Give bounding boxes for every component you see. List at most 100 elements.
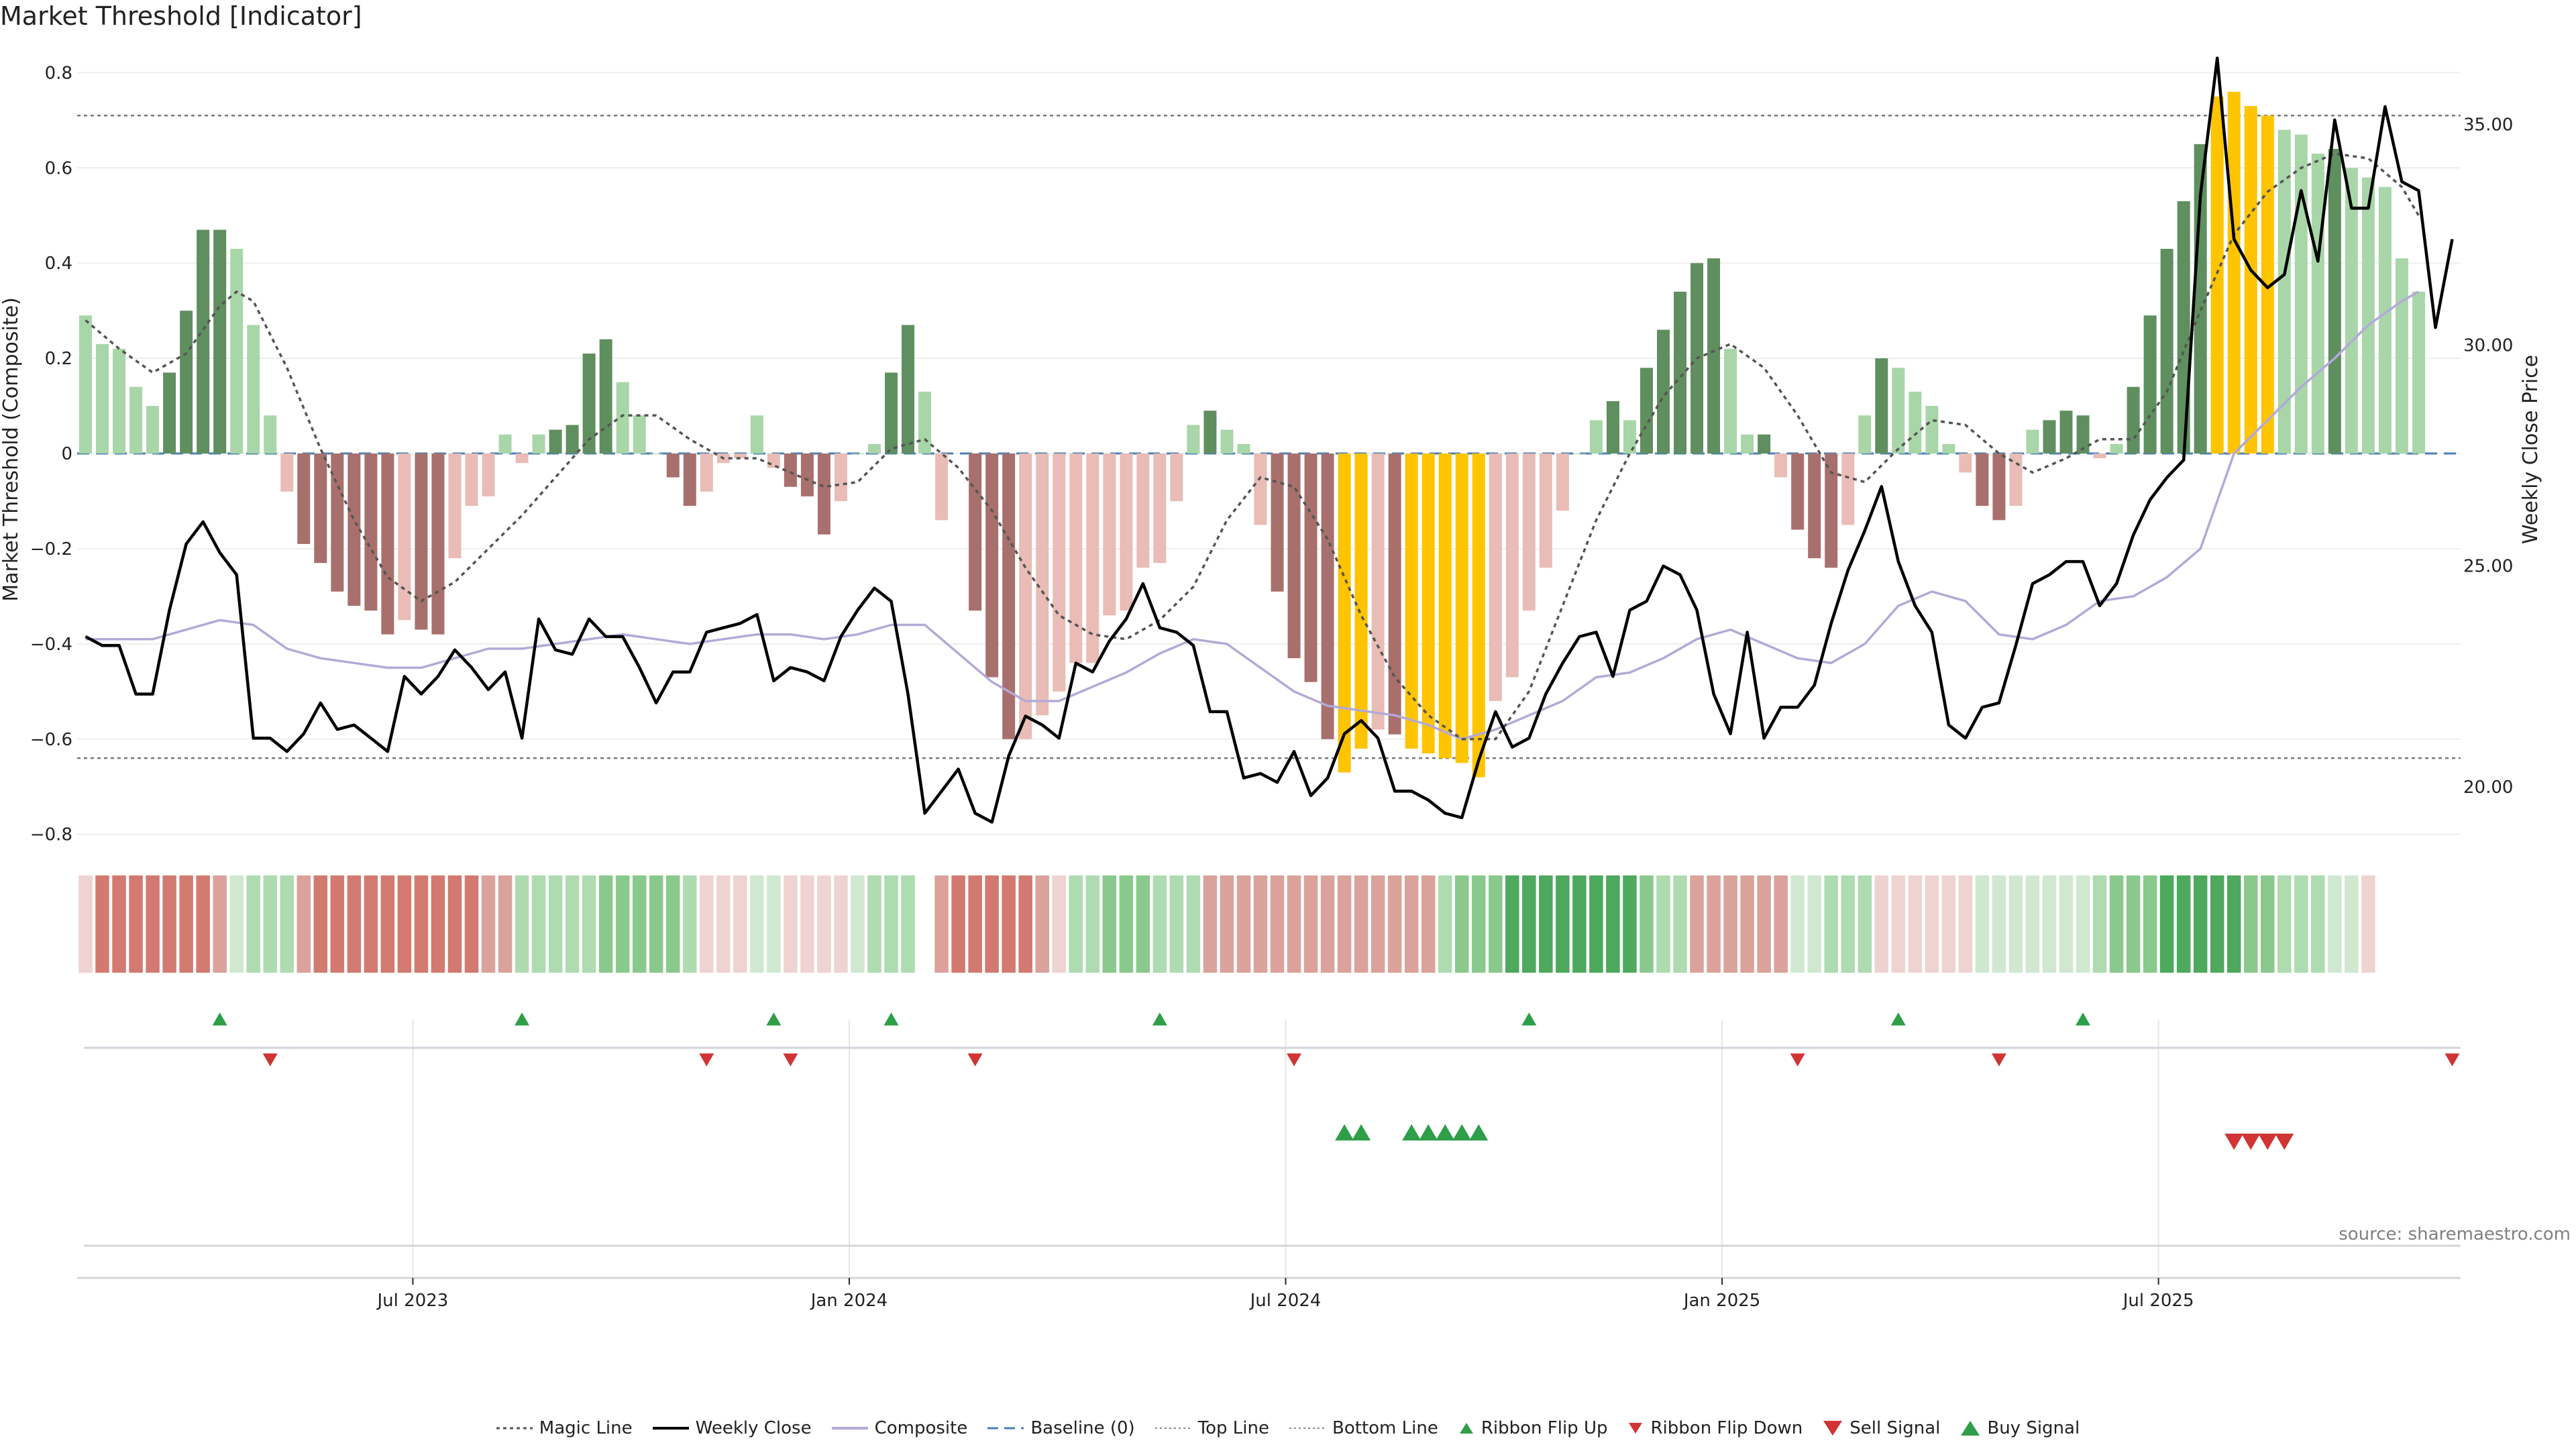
- composite-bar: [213, 229, 227, 454]
- ribbon-strip: [78, 875, 2375, 973]
- composite-bar: [2277, 129, 2291, 454]
- ribbon-cell: [884, 875, 898, 973]
- composite-bar: [867, 443, 881, 454]
- ribbon-flip-up-marker: [1152, 1012, 1167, 1026]
- composite-bar: [902, 325, 915, 454]
- buy-signal-marker: [1402, 1124, 1421, 1141]
- ribbon-cell: [1035, 875, 1049, 973]
- ribbon-cell: [129, 875, 143, 973]
- legend-item: Baseline (0): [987, 1418, 1135, 1438]
- ribbon-cell: [1354, 875, 1368, 973]
- ribbon-cell: [1102, 875, 1117, 973]
- x-tick-label: Jul 2024: [1249, 1291, 1322, 1311]
- composite-bar: [633, 415, 646, 454]
- composite-bar: [1405, 453, 1418, 749]
- ribbon-cell: [1337, 875, 1352, 973]
- composite-bar: [851, 453, 864, 455]
- ribbon-cell: [515, 875, 529, 973]
- composite-bar: [2361, 177, 2375, 454]
- composite-bar: [1825, 453, 1838, 568]
- ribbon-cell: [1640, 875, 1654, 973]
- composite-bar: [1455, 453, 1468, 763]
- composite-bar: [1674, 291, 1687, 454]
- legend-label: Buy Signal: [1987, 1418, 2080, 1438]
- ribbon-cell: [1472, 875, 1486, 973]
- ribbon-cell: [1387, 875, 1402, 973]
- sell-signal-marker: [2275, 1133, 2294, 1150]
- y-axis-label: Market Threshold (Composite): [0, 297, 23, 602]
- composite-bar: [1959, 453, 1972, 473]
- ribbon-cell: [665, 875, 680, 973]
- composite-bar: [1338, 453, 1351, 773]
- composite-bar: [398, 453, 411, 621]
- composite-bar: [1120, 453, 1133, 611]
- ribbon-cell: [464, 875, 479, 973]
- ribbon-cell: [1908, 875, 1923, 973]
- ribbon-flip-up-marker: [883, 1012, 899, 1026]
- composite-bar: [1640, 368, 1653, 454]
- ribbon-cell: [179, 875, 193, 973]
- reference-lines: [77, 114, 2461, 759]
- y-tick-label: 0.6: [45, 158, 72, 178]
- ribbon-cell: [229, 875, 244, 973]
- ribbon-cell: [1992, 875, 2006, 973]
- composite-bar: [969, 453, 982, 611]
- ribbon-cell: [1807, 875, 1821, 973]
- composite-bar: [2009, 453, 2023, 506]
- ribbon-cell: [716, 875, 731, 973]
- ribbon-flip-down-marker: [1790, 1053, 1805, 1067]
- composite-bar: [566, 425, 579, 454]
- composite-bar: [331, 453, 344, 592]
- ribbon-cell: [1723, 875, 1737, 973]
- legend-label: Ribbon Flip Up: [1481, 1418, 1608, 1438]
- composite-bar: [2127, 386, 2140, 454]
- composite-bar: [2093, 453, 2106, 459]
- ribbon-cell: [162, 875, 176, 973]
- ribbon-flip-up-marker: [2076, 1012, 2091, 1026]
- composite-bar: [1841, 453, 1855, 525]
- ribbon-cell: [700, 875, 714, 973]
- composite-bar: [767, 453, 780, 468]
- sell-signal-marker: [2258, 1133, 2277, 1150]
- ribbon-cell: [1270, 875, 1285, 973]
- composite-bar: [129, 386, 143, 454]
- ribbon-cell: [380, 875, 395, 973]
- ribbon-cell: [313, 875, 328, 973]
- composite-bars: [79, 91, 2425, 777]
- ribbon-cell: [347, 875, 362, 973]
- composite-bar: [1925, 406, 1939, 454]
- composite-bar: [2294, 134, 2308, 454]
- composite-bar: [498, 434, 512, 454]
- buy-signal-marker: [1335, 1124, 1354, 1141]
- ribbon-cell: [246, 875, 260, 973]
- composite-bar: [1539, 453, 1552, 568]
- ribbon-flip-down-marker: [2445, 1053, 2460, 1067]
- ribbon-cell: [1623, 875, 1637, 973]
- ribbon-cell: [1539, 875, 1553, 973]
- ribbon-cell: [1152, 875, 1167, 973]
- composite-line: [85, 290, 2420, 741]
- y2-tick-label: 30.00: [2463, 336, 2513, 356]
- legend-item: Composite: [831, 1418, 967, 1438]
- ribbon-cell: [78, 875, 93, 973]
- composite-bar: [2227, 91, 2241, 454]
- composite-bar: [2160, 248, 2174, 454]
- ribbon-cell: [2025, 875, 2040, 973]
- sell-signal-marker: [2241, 1133, 2261, 1150]
- composite-bar: [314, 453, 327, 564]
- ribbon-cell: [968, 875, 982, 973]
- ribbon-cell: [800, 875, 814, 973]
- ribbon-cell: [565, 875, 580, 973]
- ribbon-cell: [95, 875, 109, 973]
- ribbon-cell: [2345, 875, 2359, 973]
- ribbon-cell: [2210, 875, 2224, 973]
- buy-signal-marker: [1419, 1124, 1438, 1141]
- ribbon-cell: [1673, 875, 1687, 973]
- ribbon-cell: [1069, 875, 1083, 973]
- x-tick-label: Jan 2025: [1682, 1291, 1761, 1311]
- legend-item: Bottom Line: [1289, 1418, 1438, 1438]
- ribbon-cell: [1690, 875, 1704, 973]
- composite-bar: [1321, 453, 1334, 739]
- composite-bar: [465, 453, 478, 506]
- composite-bar: [1724, 348, 1737, 454]
